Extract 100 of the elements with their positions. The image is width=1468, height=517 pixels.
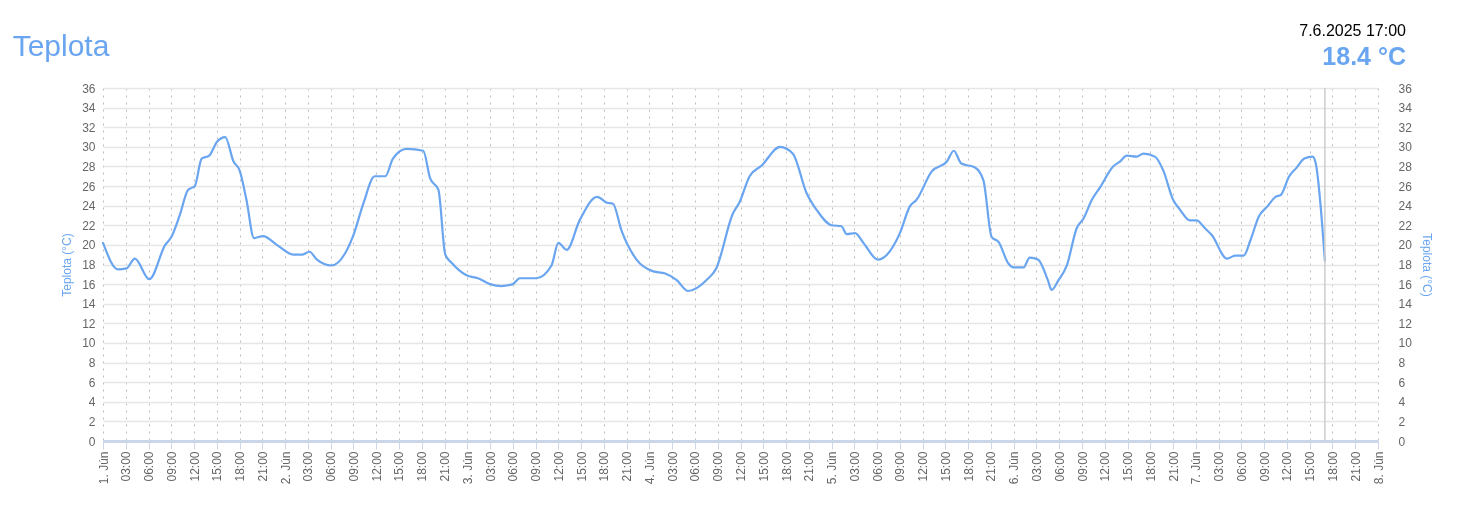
x-tick-label: 3. Jún	[460, 451, 475, 485]
y-tick-label: 14	[82, 297, 96, 312]
x-tick-label: 18:00	[1325, 451, 1340, 482]
y-tick-label: 16	[82, 277, 96, 292]
x-tick-label: 09:00	[1075, 451, 1090, 482]
y-tick-label: 4	[88, 395, 96, 410]
x-tick-label: 12:00	[1280, 451, 1295, 482]
y-tick-label: 8	[88, 356, 96, 371]
x-tick-label: 03:00	[1029, 451, 1044, 482]
x-tick-label: 12:00	[1098, 451, 1113, 482]
x-tick-label: 21:00	[438, 451, 453, 482]
x-tick-label: 06:00	[506, 451, 521, 482]
y2-tick-label: 26	[1398, 179, 1413, 194]
x-tick-label: 18:00	[233, 451, 248, 482]
y-tick-label: 20	[82, 238, 96, 253]
x-tick-label: 18:00	[779, 451, 794, 482]
y-tick-label: 6	[88, 375, 96, 390]
y2-tick-label: 34	[1398, 101, 1413, 116]
x-tick-label: 06:00	[324, 451, 339, 482]
y-tick-label: 30	[82, 140, 96, 155]
x-tick-label: 4. Jún	[642, 451, 657, 485]
x-tick-label: 12:00	[734, 451, 748, 482]
x-tick-label: 03:00	[301, 451, 316, 482]
x-tick-label: 06:00	[688, 451, 703, 482]
x-tick-label: 6. Jún	[1007, 451, 1022, 485]
y-tick-label: 22	[82, 218, 96, 233]
y2-tick-label: 22	[1398, 218, 1413, 233]
x-tick-label: 21:00	[1348, 451, 1363, 482]
y2-tick-label: 16	[1398, 277, 1413, 292]
y2-tick-label: 10	[1398, 336, 1413, 351]
line-series	[101, 135, 1326, 293]
y-tick-label: 18	[82, 258, 96, 272]
y2-tick-label: 4	[1398, 395, 1406, 410]
x-tick-label: 18:00	[1143, 451, 1158, 482]
x-tick-label: 06:00	[870, 451, 885, 482]
x-tick-label: 09:00	[893, 451, 908, 482]
x-tick-label: 21:00	[255, 451, 270, 482]
x-tick-label: 06:00	[1234, 451, 1249, 482]
y2-tick-label: 24	[1398, 199, 1413, 214]
y2-tick-label: 18	[1398, 258, 1413, 272]
y-tick-label: 0	[88, 434, 96, 449]
x-tick-label: 15:00	[1121, 451, 1136, 482]
y-tick-label: 36	[82, 81, 96, 96]
x-tick-label: 15:00	[1303, 451, 1318, 482]
x-tick-label: 03:00	[483, 451, 498, 482]
y-axis-title: Teplota (°C)	[60, 233, 75, 297]
y2-tick-label: 8	[1398, 356, 1406, 371]
x-tick-label: 12:00	[369, 451, 384, 482]
y-tick-label: 24	[82, 199, 96, 214]
y2-tick-label: 14	[1398, 297, 1413, 312]
x-tick-label: 15:00	[756, 451, 771, 482]
y-tick-label: 34	[82, 101, 96, 116]
y-tick-label: 10	[82, 336, 96, 351]
x-tick-label: 21:00	[802, 451, 817, 482]
y2-tick-label: 36	[1398, 81, 1413, 96]
x-tick-label: 18:00	[961, 451, 976, 482]
x-tick-label: 15:00	[210, 451, 225, 482]
x-tick-label: 21:00	[1166, 451, 1181, 482]
text: 18.4 °C	[1321, 42, 1406, 71]
x-tick-label: 15:00	[392, 451, 407, 482]
y2-tick-label: 20	[1398, 238, 1413, 253]
x-tick-label: 21:00	[620, 451, 635, 482]
x-tick-label: 8. Jún	[1371, 451, 1386, 485]
x-tick-label: 12:00	[916, 451, 931, 482]
x-tick-label: 09:00	[1257, 451, 1272, 482]
x-tick-label: 09:00	[346, 451, 361, 482]
x-tick-label: 12:00	[551, 451, 566, 482]
x-tick-label: 09:00	[711, 451, 726, 482]
y2-tick-label: 6	[1398, 375, 1406, 390]
x-tick-label: 15:00	[574, 451, 589, 482]
x-tick-label: 5. Jún	[825, 451, 840, 485]
x-tick-label: 12:00	[187, 451, 202, 482]
x-tick-label: 09:00	[164, 451, 179, 482]
y2-tick-label: 30	[1398, 140, 1413, 155]
x-tick-label: 03:00	[1212, 451, 1227, 482]
y2-tick-label: 12	[1398, 316, 1413, 331]
y2-tick-label: 32	[1398, 120, 1413, 135]
x-tick-label: 06:00	[142, 451, 157, 482]
y-tick-label: 32	[82, 120, 96, 135]
x-tick-label: 7. Jún	[1189, 451, 1204, 485]
y-tick-label: 28	[82, 159, 96, 174]
text: 7.6.2025 17:00	[1299, 22, 1406, 40]
y2-tick-label: 0	[1398, 434, 1406, 449]
y2-tick-label: 28	[1398, 159, 1413, 174]
x-tick-label: 03:00	[847, 451, 862, 482]
y-tick-label: 26	[82, 179, 96, 194]
x-tick-label: 18:00	[597, 451, 612, 482]
x-tick-label: 18:00	[415, 451, 430, 482]
x-tick-label: 06:00	[1052, 451, 1067, 482]
x-tick-label: 2. Jún	[278, 451, 293, 485]
x-tick-label: 1. Jún	[96, 451, 111, 485]
y-tick-label: 12	[82, 316, 96, 331]
chart-title: Teplota	[12, 29, 110, 62]
x-tick-label: 15:00	[938, 451, 953, 482]
x-tick-label: 03:00	[119, 451, 134, 482]
y2-tick-label: 2	[1398, 414, 1406, 429]
y2-axis-title: Teplota (°C)	[1419, 233, 1434, 297]
x-tick-label: 09:00	[529, 451, 544, 482]
x-tick-label: 03:00	[665, 451, 680, 482]
y-tick-label: 2	[88, 414, 96, 429]
